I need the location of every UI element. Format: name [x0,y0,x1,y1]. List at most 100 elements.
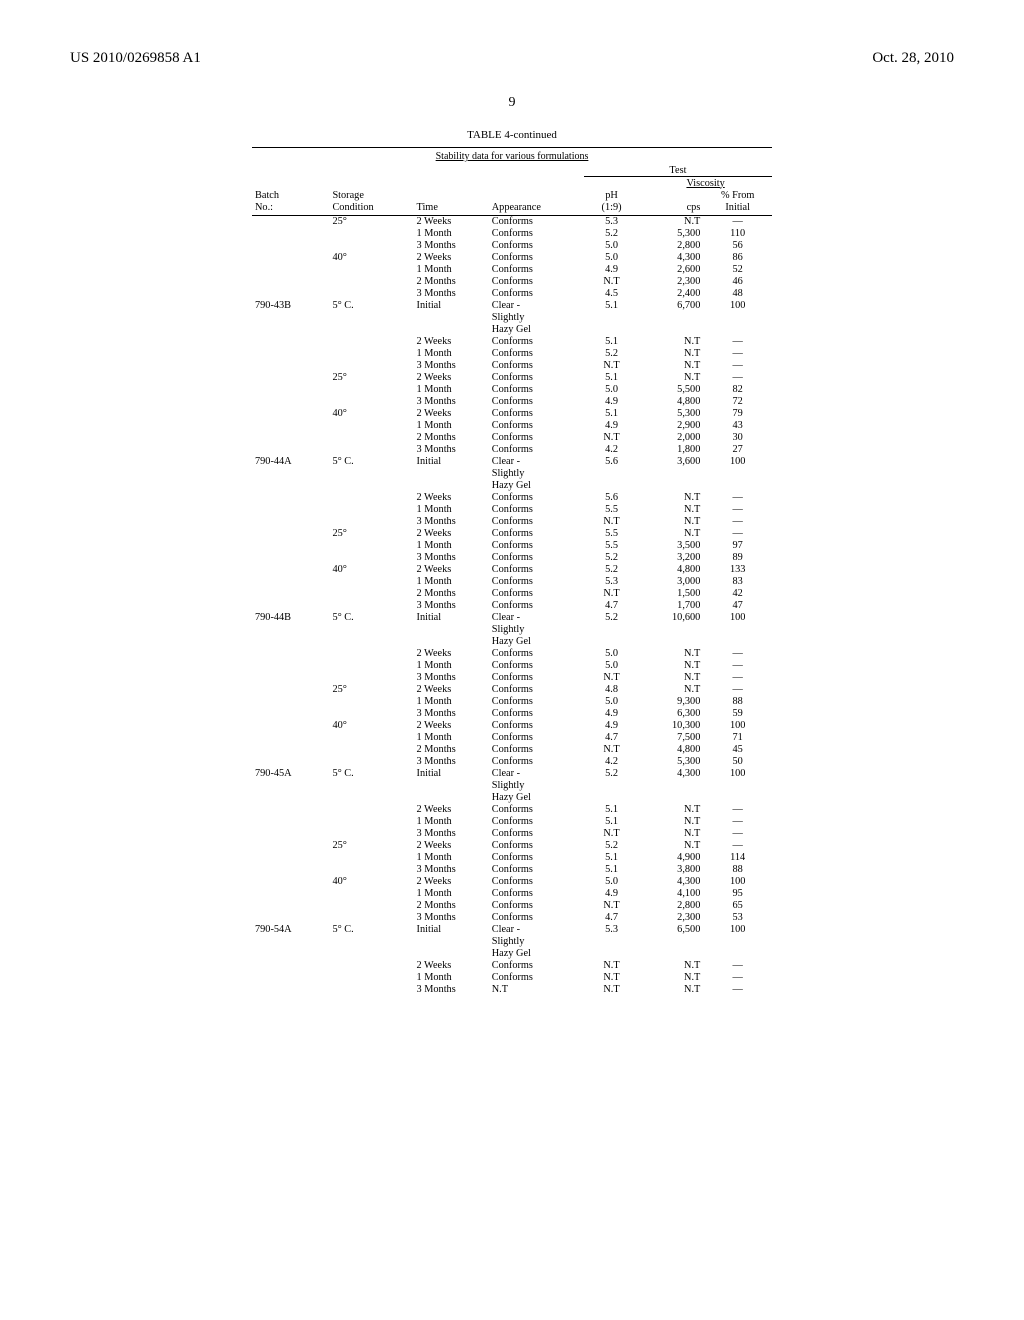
cell-time: 1 Month [414,348,489,360]
cell-storage [329,756,413,768]
cell-cps [639,936,703,948]
cell-pct: 100 [703,300,772,312]
table-row: 1 MonthConforms5.25,300110 [252,228,772,240]
cell-storage [329,420,413,432]
test-header: Test [584,164,772,177]
table-row: 40°2 WeeksConforms5.04,30086 [252,252,772,264]
cell-pct: 27 [703,444,772,456]
cell-batch [252,480,329,492]
cell-ph: 5.2 [584,564,639,576]
cell-time: 2 Weeks [414,336,489,348]
table-row: 25°2 WeeksConforms4.8N.T— [252,684,772,696]
cell-appearance: Hazy Gel [489,792,584,804]
cell-batch [252,444,329,456]
cell-ph: 5.3 [584,215,639,228]
cell-storage [329,276,413,288]
cell-appearance: Conforms [489,888,584,900]
table-row: 3 MonthsN.TN.TN.T— [252,984,772,996]
cell-ph: 5.0 [584,696,639,708]
cell-ph [584,948,639,960]
cell-pct: 42 [703,588,772,600]
cell-cps: N.T [639,960,703,972]
cell-ph: 4.9 [584,708,639,720]
cell-batch [252,660,329,672]
table-row: Hazy Gel [252,948,772,960]
cell-batch [252,540,329,552]
cell-batch [252,492,329,504]
cell-cps: 1,500 [639,588,703,600]
cell-cps [639,468,703,480]
table-row: 790-44B5° C.InitialClear -5.210,600100 [252,612,772,624]
cell-storage [329,228,413,240]
cell-time [414,948,489,960]
cell-time: 1 Month [414,540,489,552]
cell-storage: 25° [329,840,413,852]
cell-time: 2 Months [414,900,489,912]
cell-pct: 100 [703,924,772,936]
cell-batch [252,792,329,804]
cell-pct: — [703,804,772,816]
cell-time: 2 Weeks [414,215,489,228]
cell-appearance: Conforms [489,264,584,276]
cell-batch [252,384,329,396]
cell-appearance: Conforms [489,276,584,288]
table-row: 3 MonthsConformsN.TN.T— [252,672,772,684]
cell-batch [252,324,329,336]
cell-storage [329,312,413,324]
cell-appearance: Conforms [489,708,584,720]
cell-batch [252,240,329,252]
table-row: 3 MonthsConforms5.13,80088 [252,864,772,876]
cell-time: 3 Months [414,912,489,924]
cell-batch [252,912,329,924]
cell-pct: — [703,984,772,996]
cell-batch [252,564,329,576]
cell-batch [252,828,329,840]
cell-cps: 10,600 [639,612,703,624]
cell-ph [584,792,639,804]
cell-storage [329,288,413,300]
cell-batch [252,588,329,600]
cell-time: Initial [414,456,489,468]
cell-appearance: Conforms [489,696,584,708]
cell-storage [329,516,413,528]
col-storage-l1: Storage [329,189,413,201]
cell-batch: 790-44A [252,456,329,468]
cell-pct: — [703,492,772,504]
cell-batch [252,396,329,408]
cell-appearance: Slightly [489,312,584,324]
cell-appearance: Conforms [489,420,584,432]
table-row: 1 MonthConforms4.77,50071 [252,732,772,744]
cell-pct: 48 [703,288,772,300]
cell-ph: 5.3 [584,924,639,936]
cell-storage: 5° C. [329,612,413,624]
cell-cps: 6,300 [639,708,703,720]
cell-batch [252,936,329,948]
cell-cps: 2,400 [639,288,703,300]
cell-batch [252,888,329,900]
cell-ph: 4.9 [584,264,639,276]
cell-cps: 10,300 [639,720,703,732]
table-row: 2 WeeksConformsN.TN.T— [252,960,772,972]
cell-cps [639,624,703,636]
cell-storage: 25° [329,372,413,384]
cell-storage [329,948,413,960]
cell-ph: 5.2 [584,228,639,240]
cell-ph: 4.9 [584,420,639,432]
cell-appearance: Conforms [489,576,584,588]
cell-storage [329,960,413,972]
cell-time: 2 Weeks [414,804,489,816]
cell-ph: 5.0 [584,240,639,252]
cell-appearance: Conforms [489,900,584,912]
cell-pct: 86 [703,252,772,264]
cell-cps: N.T [639,660,703,672]
cell-time: 3 Months [414,396,489,408]
cell-ph: 5.1 [584,336,639,348]
table-head: Test Viscosity Batch Storage pH % From N… [252,164,772,215]
cell-ph: 4.7 [584,912,639,924]
cell-appearance: Conforms [489,396,584,408]
cell-appearance: Clear - [489,456,584,468]
cell-ph: 4.9 [584,396,639,408]
cell-ph [584,324,639,336]
cell-batch [252,408,329,420]
cell-cps: 5,300 [639,408,703,420]
